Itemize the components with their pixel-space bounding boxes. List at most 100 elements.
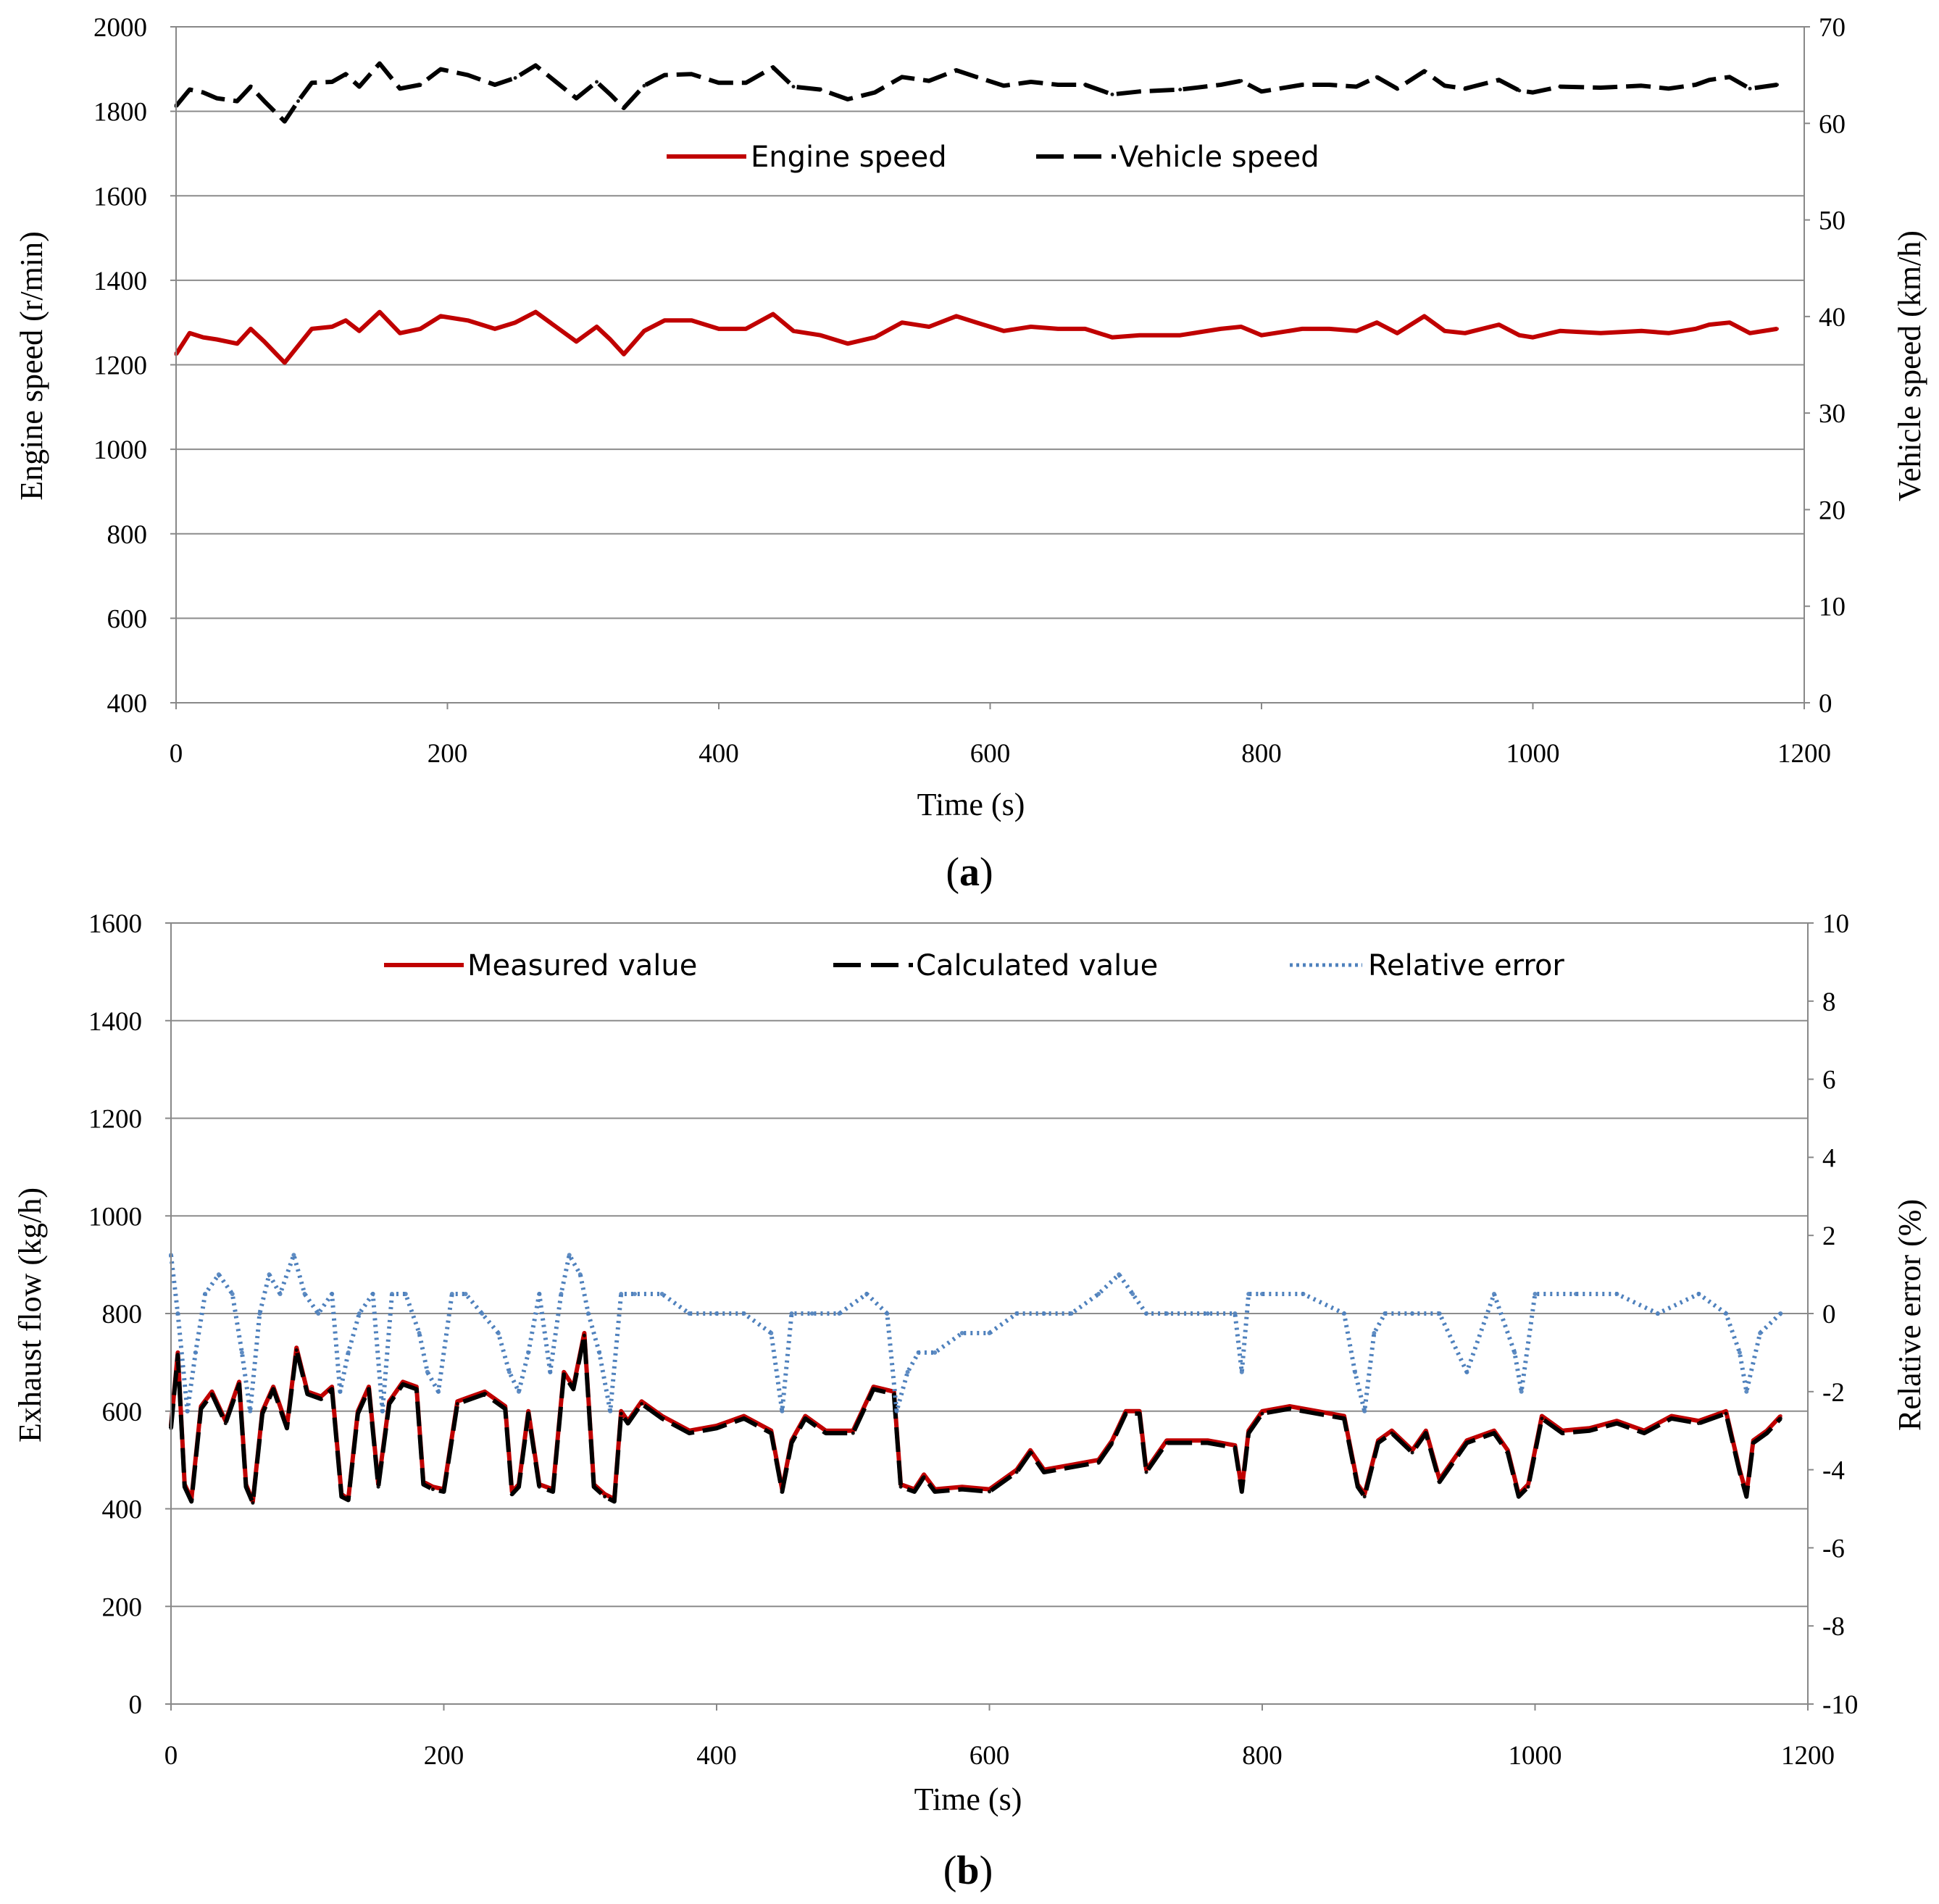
data-point bbox=[378, 62, 382, 66]
data-point bbox=[717, 327, 721, 331]
data-point bbox=[864, 1292, 870, 1296]
data-point bbox=[608, 92, 612, 96]
right-axis-tick-label: 20 bbox=[1819, 496, 1846, 525]
data-point bbox=[1353, 1369, 1357, 1374]
data-point bbox=[687, 1431, 691, 1435]
data-point bbox=[1464, 1369, 1469, 1374]
data-point bbox=[1029, 80, 1033, 84]
data-point bbox=[442, 1490, 446, 1494]
data-point bbox=[480, 1311, 485, 1316]
data-point bbox=[1288, 1406, 1292, 1411]
data-point bbox=[622, 106, 626, 110]
data-point bbox=[418, 327, 422, 331]
data-point bbox=[376, 1485, 380, 1489]
data-point bbox=[1354, 85, 1359, 89]
data-point bbox=[1041, 1311, 1046, 1316]
data-point bbox=[1395, 86, 1399, 91]
data-point bbox=[1069, 1311, 1074, 1316]
data-point bbox=[1362, 1495, 1367, 1499]
data-point bbox=[469, 1397, 473, 1401]
data-point bbox=[619, 1411, 623, 1416]
data-point bbox=[1383, 1311, 1388, 1316]
data-point bbox=[900, 320, 904, 325]
data-point bbox=[1693, 327, 1698, 331]
chart-a-caption: (a) bbox=[946, 850, 993, 895]
data-point bbox=[430, 1487, 435, 1492]
data-point bbox=[302, 1292, 307, 1296]
data-point bbox=[1096, 1292, 1101, 1296]
data-point bbox=[278, 1292, 283, 1296]
data-point bbox=[291, 1253, 296, 1258]
data-point bbox=[927, 325, 931, 329]
data-point bbox=[1497, 322, 1501, 327]
data-point bbox=[837, 1311, 842, 1316]
data-point bbox=[1517, 1495, 1521, 1499]
data-point bbox=[257, 1311, 262, 1316]
left-axis-tick-label: 800 bbox=[107, 520, 148, 550]
data-point bbox=[1138, 89, 1141, 93]
data-point bbox=[1422, 69, 1427, 73]
data-point bbox=[1531, 91, 1535, 95]
data-point bbox=[260, 1411, 264, 1416]
data-point bbox=[357, 329, 362, 333]
legend-calculated-value-label: Calculated value bbox=[916, 949, 1158, 982]
right-axis-tick-label: -10 bbox=[1822, 1690, 1858, 1720]
data-point bbox=[237, 1382, 241, 1387]
data-point bbox=[271, 1387, 275, 1391]
data-point bbox=[988, 1490, 991, 1494]
data-point bbox=[1655, 1311, 1660, 1316]
data-point bbox=[818, 88, 822, 92]
data-point bbox=[248, 1408, 253, 1414]
right-axis-tick-label: 60 bbox=[1819, 109, 1846, 139]
data-point bbox=[1014, 1470, 1019, 1474]
data-point bbox=[449, 1292, 454, 1296]
data-point bbox=[1463, 86, 1467, 91]
data-point bbox=[223, 1421, 228, 1426]
data-point bbox=[1219, 83, 1223, 87]
data-point bbox=[1748, 86, 1752, 91]
data-point bbox=[1205, 1311, 1210, 1316]
data-point bbox=[927, 79, 931, 83]
right-axis-tick-label: -4 bbox=[1822, 1456, 1845, 1486]
data-point bbox=[249, 85, 253, 89]
data-point bbox=[1096, 1461, 1101, 1464]
data-point bbox=[189, 1499, 193, 1503]
data-point bbox=[1642, 1431, 1646, 1435]
data-point bbox=[642, 329, 646, 333]
data-point bbox=[537, 1485, 541, 1489]
data-point bbox=[791, 85, 796, 89]
data-point bbox=[466, 318, 470, 322]
data-point bbox=[912, 1490, 917, 1494]
data-point bbox=[296, 343, 300, 348]
data-point bbox=[510, 1492, 514, 1496]
left-axis-tick-label: 1400 bbox=[93, 267, 147, 296]
data-point bbox=[1512, 1350, 1517, 1355]
chart-b-gridlines bbox=[171, 1019, 1808, 1608]
data-point bbox=[1246, 1292, 1251, 1296]
chart-a-right-axis-ticks: 70 60 50 40 30 20 10 0 bbox=[1804, 13, 1846, 719]
data-point bbox=[567, 1253, 572, 1258]
data-point bbox=[1178, 333, 1183, 338]
data-point bbox=[1056, 83, 1060, 87]
data-point bbox=[1124, 1411, 1128, 1416]
x-axis-tick-label: 0 bbox=[164, 1741, 178, 1771]
data-point bbox=[1707, 78, 1711, 82]
data-point bbox=[809, 1311, 814, 1316]
left-axis-tick-label: 600 bbox=[102, 1398, 143, 1427]
data-point bbox=[188, 331, 192, 335]
right-axis-tick-label: 6 bbox=[1822, 1066, 1836, 1095]
right-axis-tick-label: 0 bbox=[1822, 1300, 1836, 1329]
data-point bbox=[438, 67, 443, 72]
data-point bbox=[1342, 1311, 1346, 1316]
left-axis-tick-label: 1200 bbox=[88, 1105, 142, 1135]
chart-a-legend: Engine speed Vehicle speed bbox=[667, 141, 1319, 174]
data-point bbox=[267, 1272, 272, 1277]
data-point bbox=[1438, 1479, 1442, 1484]
left-axis-tick-label: 1600 bbox=[93, 182, 147, 212]
data-point bbox=[1395, 331, 1399, 335]
data-point bbox=[483, 1392, 487, 1396]
data-point bbox=[642, 83, 646, 88]
data-point bbox=[463, 1292, 468, 1296]
